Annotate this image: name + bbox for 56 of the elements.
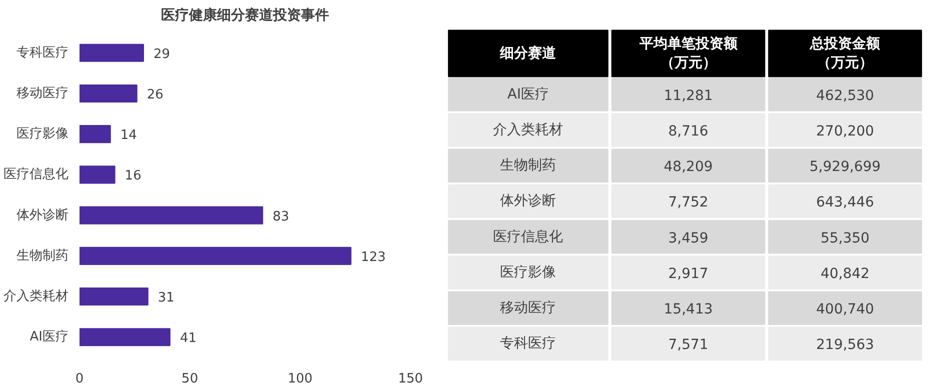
data-label: 400,740 bbox=[816, 302, 874, 318]
data-label: 11,281 bbox=[664, 88, 713, 104]
y-tick-label: 医疗影像 bbox=[500, 264, 556, 280]
y-tick-label: 生物制药 bbox=[16, 248, 68, 264]
y-tick-label: 体外诊断 bbox=[16, 208, 68, 223]
chart-title: 医疗健康细分赛道投资事件 bbox=[161, 6, 329, 24]
bar bbox=[80, 206, 264, 224]
y-tick-label: 介入类耗材 bbox=[493, 122, 564, 138]
bar bbox=[80, 125, 111, 144]
data-label: 48,209 bbox=[664, 159, 713, 176]
y-tick-label: 移动医疗 bbox=[16, 86, 68, 101]
x-tick-label: 100 bbox=[288, 372, 313, 386]
data-label: 219,563 bbox=[816, 337, 874, 354]
data-label: 41 bbox=[180, 331, 197, 346]
data-label: 462,530 bbox=[816, 88, 874, 104]
x-tick-label: 150 bbox=[398, 372, 423, 386]
y-tick-label: AI医疗 bbox=[30, 330, 69, 345]
data-label: 7,752 bbox=[668, 194, 708, 211]
data-label: 29 bbox=[153, 46, 170, 62]
bar bbox=[80, 287, 148, 306]
y-tick-label: 体外诊断 bbox=[500, 193, 556, 210]
data-label: 5,929,699 bbox=[809, 159, 881, 176]
data-label: 8,716 bbox=[668, 124, 708, 140]
data-label: 643,446 bbox=[816, 194, 874, 211]
y-tick-label: 专科医疗 bbox=[500, 336, 556, 352]
data-label: 3,459 bbox=[668, 230, 708, 246]
data-label: 2,917 bbox=[668, 266, 708, 282]
x-tick-label: 平均单笔投资额（万元） bbox=[638, 34, 738, 72]
y-tick-label: 生物制药 bbox=[500, 158, 556, 174]
bar bbox=[80, 246, 352, 265]
bar bbox=[80, 328, 170, 346]
y-axis-title: 细分赛道 bbox=[499, 44, 558, 62]
y-tick-label: 介入类耗材 bbox=[4, 289, 68, 304]
data-label: 7,571 bbox=[668, 337, 708, 354]
bar bbox=[80, 44, 144, 62]
data-label: 123 bbox=[360, 250, 386, 265]
data-label: 14 bbox=[120, 128, 137, 144]
data-label: 40,842 bbox=[820, 266, 870, 282]
data-label: 15,413 bbox=[664, 302, 713, 318]
bar bbox=[80, 166, 116, 184]
x-tick-label: 总投资金额（万元） bbox=[809, 34, 882, 72]
data-label: 16 bbox=[124, 168, 142, 184]
x-tick-label: 0 bbox=[75, 372, 84, 386]
bar bbox=[80, 84, 138, 103]
data-label: 26 bbox=[146, 87, 164, 102]
y-tick-label: AI医疗 bbox=[507, 86, 550, 102]
data-label: 31 bbox=[158, 290, 174, 306]
y-tick-label: 医疗影像 bbox=[16, 126, 68, 142]
y-tick-label: 医疗信息化 bbox=[4, 167, 68, 182]
y-tick-label: 医疗信息化 bbox=[493, 228, 564, 245]
x-tick-label: 50 bbox=[182, 372, 198, 386]
data-label: 270,200 bbox=[816, 124, 874, 140]
y-tick-label: 移动医疗 bbox=[500, 300, 556, 316]
data-label: 83 bbox=[272, 209, 290, 224]
y-tick-label: 专科医疗 bbox=[16, 45, 68, 60]
data-label: 55,350 bbox=[820, 230, 870, 246]
